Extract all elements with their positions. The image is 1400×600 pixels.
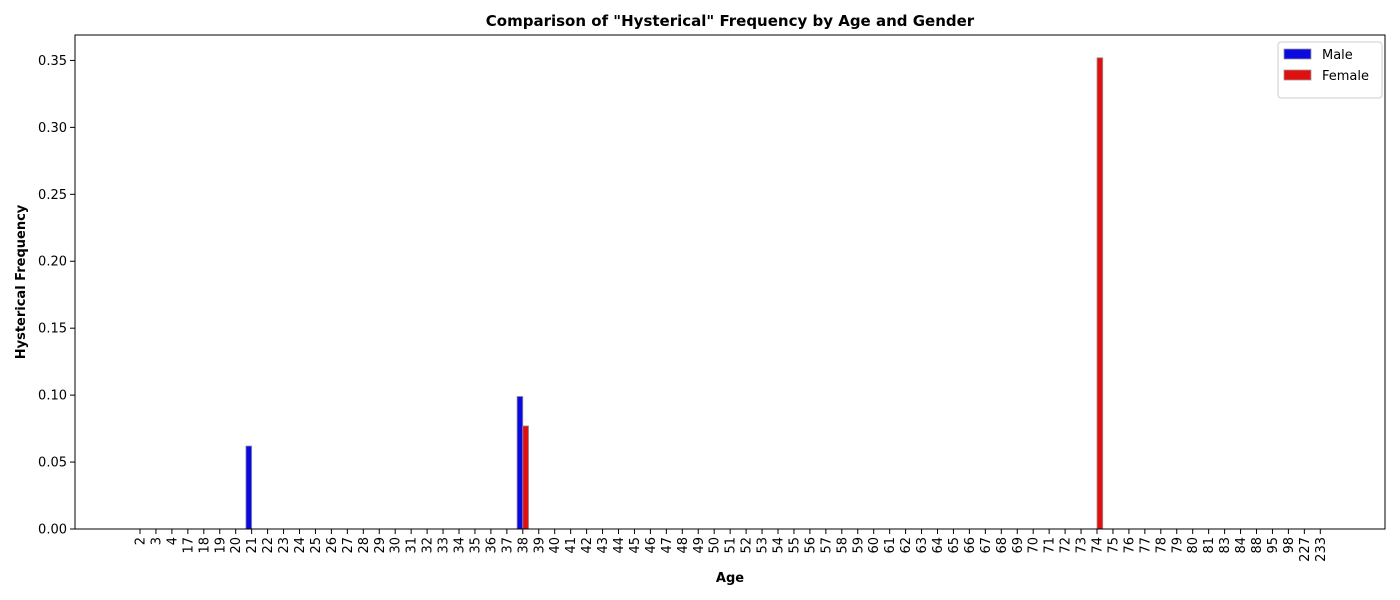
x-tick-label: 63: [915, 537, 930, 554]
x-tick-label: 233: [1314, 537, 1329, 562]
y-tick-label: 0.05: [38, 456, 67, 471]
x-tick-label: 39: [532, 537, 547, 554]
x-tick-label: 83: [1218, 537, 1233, 554]
x-tick-label: 56: [803, 537, 818, 554]
x-tick-label: 37: [500, 537, 515, 554]
x-tick-label: 55: [787, 537, 802, 554]
x-tick-label: 19: [213, 537, 228, 554]
x-tick-label: 34: [453, 537, 468, 554]
x-tick-label: 43: [596, 537, 611, 554]
x-tick-label: 42: [580, 537, 595, 554]
x-tick-label: 78: [1154, 537, 1169, 554]
x-tick-label: 76: [1122, 537, 1137, 554]
x-tick-label: 67: [979, 537, 994, 554]
x-tick-label: 88: [1250, 537, 1265, 554]
x-tick-label: 64: [931, 537, 946, 554]
x-tick-label: 48: [676, 537, 691, 554]
x-tick-label: 29: [373, 537, 388, 554]
plot-frame: [74, 34, 1386, 530]
x-tick-label: 44: [612, 537, 627, 554]
y-tick-label: 0.30: [38, 121, 67, 136]
bar: [522, 425, 529, 530]
x-tick-label: 4: [165, 537, 180, 545]
x-tick-label: 95: [1266, 537, 1281, 554]
x-tick-label: 52: [740, 537, 755, 554]
x-tick-label: 57: [819, 537, 834, 554]
x-tick-label: 17: [181, 537, 196, 554]
x-tick-label: 24: [293, 537, 308, 554]
x-tick-label: 45: [628, 537, 643, 554]
x-tick-label: 40: [548, 537, 563, 554]
x-tick-label: 73: [1075, 537, 1090, 554]
x-tick-label: 66: [963, 537, 978, 554]
y-tick-label: 0.10: [38, 389, 67, 404]
x-tick-label: 49: [692, 537, 707, 554]
y-tick-label: 0.20: [38, 255, 67, 270]
x-tick-label: 50: [708, 537, 723, 554]
x-tick-label: 60: [867, 537, 882, 554]
legend-swatch: [1283, 69, 1312, 81]
x-tick-label: 35: [468, 537, 483, 554]
x-tick-label: 51: [724, 537, 739, 554]
bar: [1096, 57, 1104, 530]
x-tick-label: 21: [245, 537, 260, 554]
x-tick-label: 3: [149, 537, 164, 545]
x-tick-label: 58: [835, 537, 850, 554]
x-tick-label: 53: [756, 537, 771, 554]
x-tick-label: 75: [1106, 537, 1121, 554]
x-tick-label: 23: [277, 537, 292, 554]
x-tick-label: 61: [883, 537, 898, 554]
x-tick-label: 69: [1011, 537, 1026, 554]
x-tick-label: 27: [341, 537, 356, 554]
y-tick-label: 0.00: [38, 523, 67, 538]
x-tick-label: 41: [564, 537, 579, 554]
legend-label: Male: [1322, 48, 1353, 63]
x-tick-label: 36: [484, 537, 499, 554]
x-tick-label: 84: [1234, 537, 1249, 554]
x-tick-label: 65: [947, 537, 962, 554]
bar: [245, 445, 253, 530]
bar: [516, 396, 524, 530]
x-tick-label: 38: [516, 537, 531, 554]
x-tick-label: 68: [995, 537, 1010, 554]
y-axis-label: Hysterical Frequency: [14, 204, 29, 359]
x-tick-label: 54: [772, 537, 787, 554]
legend-swatch: [1283, 48, 1312, 60]
x-tick-label: 32: [421, 537, 436, 554]
x-tick-label: 20: [229, 537, 244, 554]
x-tick-label: 2: [134, 537, 149, 545]
x-tick-label: 18: [197, 537, 212, 554]
y-tick-label: 0.15: [38, 322, 67, 337]
x-tick-label: 72: [1059, 537, 1074, 554]
x-tick-label: 71: [1043, 537, 1058, 554]
x-tick-label: 79: [1170, 537, 1185, 554]
x-tick-label: 22: [261, 537, 276, 554]
x-tick-label: 47: [660, 537, 675, 554]
x-tick-label: 227: [1298, 537, 1313, 562]
x-tick-label: 46: [644, 537, 659, 554]
x-tick-label: 80: [1186, 537, 1201, 554]
x-tick-label: 28: [357, 537, 372, 554]
x-tick-label: 33: [437, 537, 452, 554]
x-tick-label: 30: [389, 537, 404, 554]
x-tick-label: 70: [1027, 537, 1042, 554]
y-tick-label: 0.25: [38, 188, 67, 203]
x-axis-label: Age: [716, 571, 744, 586]
x-tick-label: 74: [1091, 537, 1106, 554]
x-tick-label: 26: [325, 537, 340, 554]
y-tick-label: 0.35: [38, 54, 67, 69]
chart-title: Comparison of "Hysterical" Frequency by …: [486, 12, 975, 30]
x-tick-label: 31: [405, 537, 420, 554]
x-tick-label: 62: [899, 537, 914, 554]
x-tick-label: 25: [309, 537, 324, 554]
legend-label: Female: [1322, 69, 1369, 84]
x-tick-label: 77: [1138, 537, 1153, 554]
x-tick-label: 59: [851, 537, 866, 554]
x-tick-label: 81: [1202, 537, 1217, 554]
x-tick-label: 98: [1282, 537, 1297, 554]
